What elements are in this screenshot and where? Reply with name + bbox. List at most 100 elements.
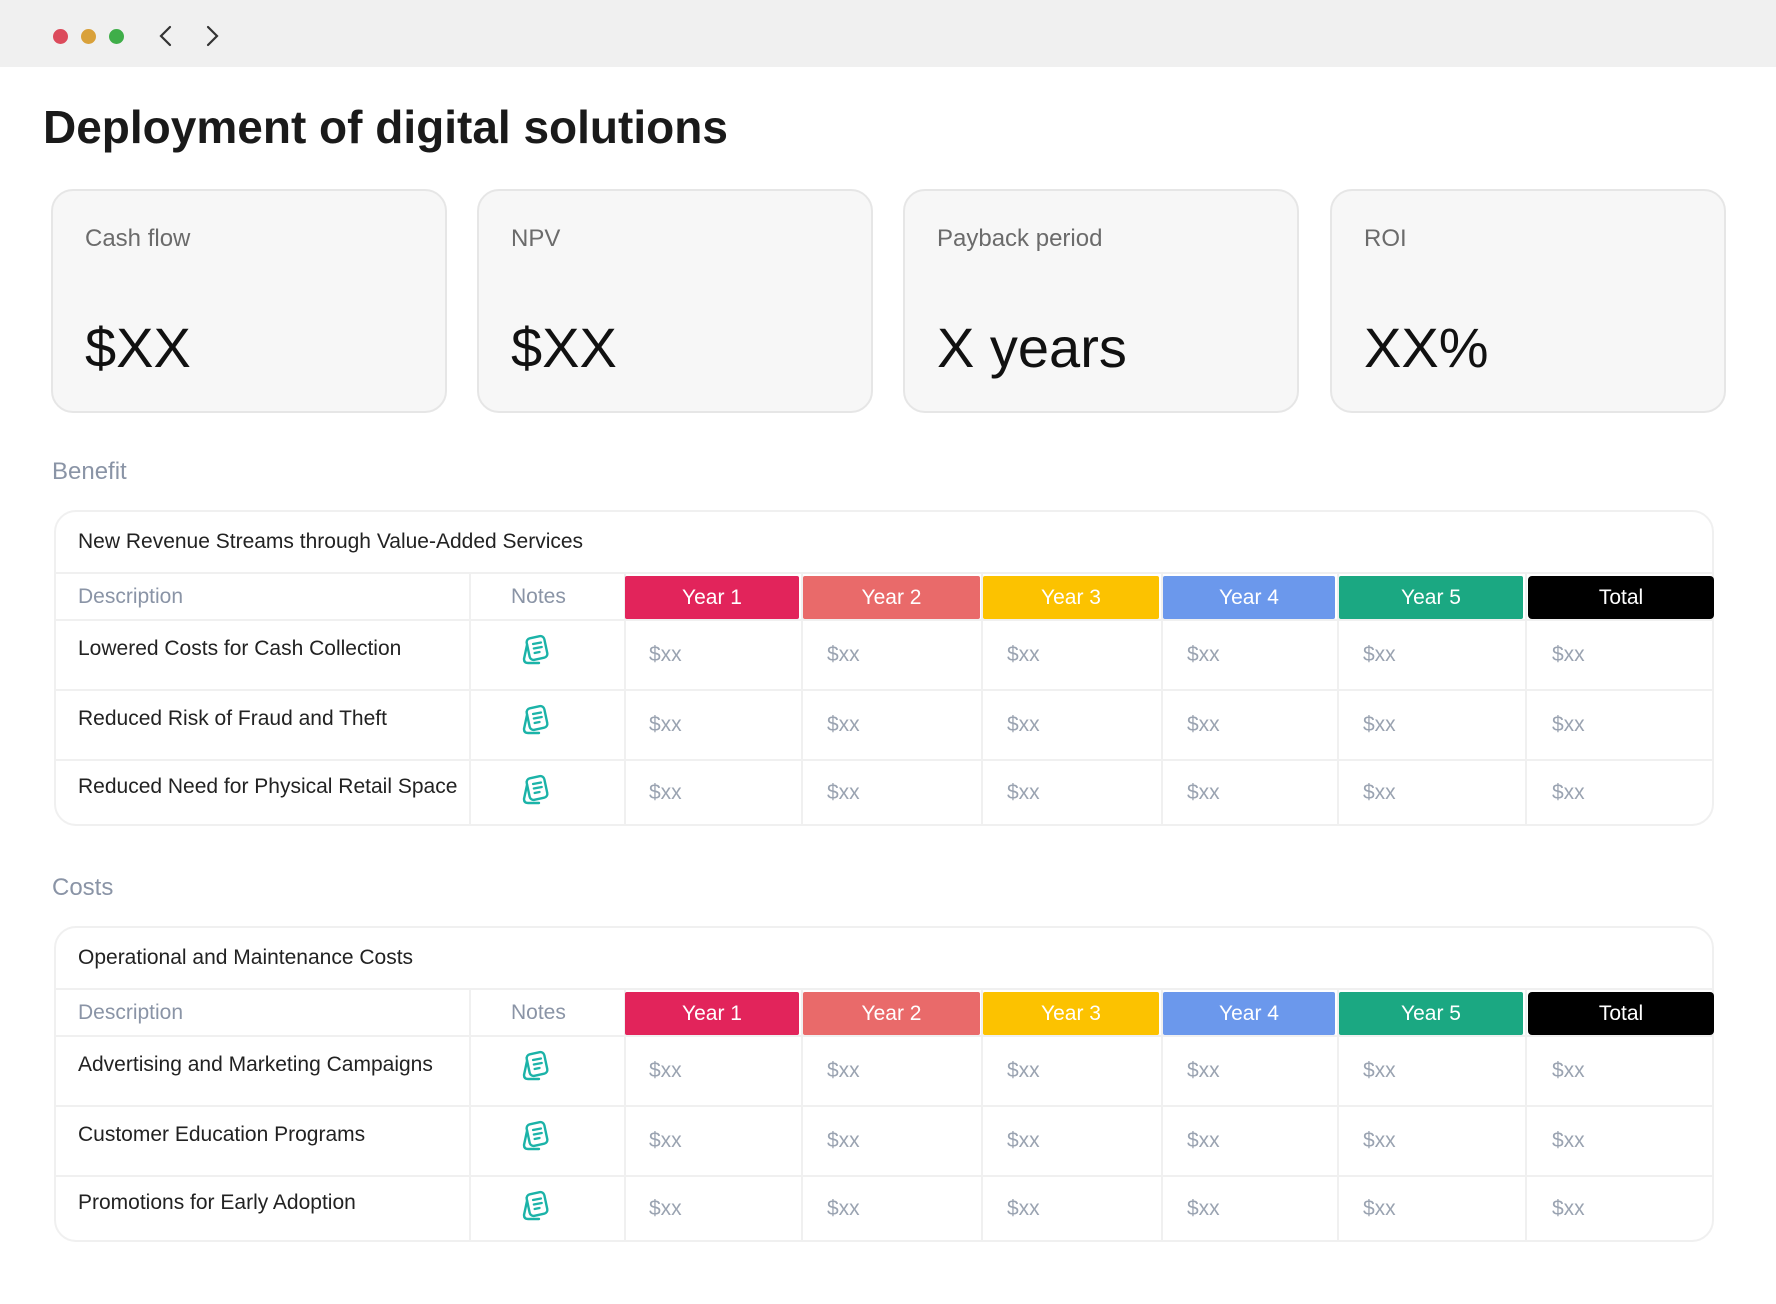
metric-label: Payback period xyxy=(937,225,1103,252)
nav-arrows[interactable] xyxy=(155,24,225,48)
row-divider xyxy=(56,689,1712,691)
value-cell: $xx xyxy=(1363,781,1396,804)
value-cell: $xx xyxy=(1187,643,1220,666)
row-description: Customer Education Programs xyxy=(78,1123,366,1146)
value-cell: $xx xyxy=(827,1129,860,1152)
metric-card: ROI XX% xyxy=(1330,189,1726,413)
table: New Revenue Streams through Value-Added … xyxy=(54,510,1714,826)
column-header: Year 1 xyxy=(625,576,799,619)
value-cell: $xx xyxy=(827,643,860,666)
value-cell: $xx xyxy=(1552,1197,1585,1220)
column-header: Year 4 xyxy=(1163,992,1335,1035)
metric-label: ROI xyxy=(1364,225,1407,252)
value-cell: $xx xyxy=(1552,781,1585,804)
column-header: Year 2 xyxy=(803,576,980,619)
row-divider xyxy=(56,988,1712,990)
value-cell: $xx xyxy=(1363,1059,1396,1082)
column-divider xyxy=(1161,574,1163,824)
column-header: Description xyxy=(78,1000,184,1024)
column-divider xyxy=(1161,990,1163,1240)
value-cell: $xx xyxy=(1552,1129,1585,1152)
value-cell: $xx xyxy=(1007,1197,1040,1220)
metric-value: $XX xyxy=(85,316,191,379)
column-divider xyxy=(624,574,626,824)
metric-card: NPV $XX xyxy=(477,189,873,413)
value-cell: $xx xyxy=(1552,643,1585,666)
value-cell: $xx xyxy=(1552,713,1585,736)
column-header: Year 3 xyxy=(983,576,1159,619)
column-divider xyxy=(469,574,471,824)
value-cell: $xx xyxy=(827,1059,860,1082)
column-divider xyxy=(1337,990,1339,1240)
notes-icon[interactable] xyxy=(519,700,553,740)
browser-bar xyxy=(0,0,1776,67)
column-header: Total xyxy=(1528,576,1714,619)
notes-icon[interactable] xyxy=(519,770,553,810)
metric-value: $XX xyxy=(511,316,617,379)
metric-value: XX% xyxy=(1364,316,1489,379)
table: Operational and Maintenance Costs Descrip… xyxy=(54,926,1714,1242)
column-header: Description xyxy=(78,584,184,608)
row-description: Lowered Costs for Cash Collection xyxy=(78,637,402,660)
metric-label: Cash flow xyxy=(85,225,191,252)
value-cell: $xx xyxy=(649,1197,682,1220)
value-cell: $xx xyxy=(1007,643,1040,666)
notes-icon[interactable] xyxy=(519,630,553,670)
column-divider xyxy=(624,990,626,1240)
column-header: Notes xyxy=(511,1000,566,1024)
row-divider xyxy=(56,1175,1712,1177)
column-header: Year 4 xyxy=(1163,576,1335,619)
minimize-dot[interactable] xyxy=(81,29,96,44)
value-cell: $xx xyxy=(827,713,860,736)
notes-icon[interactable] xyxy=(519,1186,553,1226)
row-description: Advertising and Marketing Campaigns xyxy=(78,1053,433,1076)
row-divider xyxy=(56,1105,1712,1107)
value-cell: $xx xyxy=(1552,1059,1585,1082)
metric-card: Cash flow $XX xyxy=(51,189,447,413)
metric-label: NPV xyxy=(511,225,561,252)
value-cell: $xx xyxy=(1007,713,1040,736)
page-title: Deployment of digital solutions xyxy=(43,101,728,153)
value-cell: $xx xyxy=(649,1059,682,1082)
column-divider xyxy=(1525,990,1527,1240)
notes-icon[interactable] xyxy=(519,1046,553,1086)
column-divider xyxy=(469,990,471,1240)
value-cell: $xx xyxy=(1363,713,1396,736)
maximize-dot[interactable] xyxy=(109,29,124,44)
column-divider xyxy=(801,990,803,1240)
close-dot[interactable] xyxy=(53,29,68,44)
value-cell: $xx xyxy=(1187,1059,1220,1082)
metric-value: X years xyxy=(937,316,1127,379)
value-cell: $xx xyxy=(649,713,682,736)
column-divider xyxy=(1525,574,1527,824)
notes-icon[interactable] xyxy=(519,1116,553,1156)
column-header: Year 2 xyxy=(803,992,980,1035)
value-cell: $xx xyxy=(649,781,682,804)
value-cell: $xx xyxy=(1187,713,1220,736)
row-description: Reduced Risk of Fraud and Theft xyxy=(78,707,387,730)
column-header: Year 1 xyxy=(625,992,799,1035)
value-cell: $xx xyxy=(649,643,682,666)
section-label: Benefit xyxy=(52,458,127,485)
column-divider xyxy=(1337,574,1339,824)
value-cell: $xx xyxy=(827,781,860,804)
row-divider xyxy=(56,619,1712,621)
value-cell: $xx xyxy=(1187,781,1220,804)
column-header: Year 3 xyxy=(983,992,1159,1035)
column-divider xyxy=(981,990,983,1240)
row-divider xyxy=(56,759,1712,761)
table-title: New Revenue Streams through Value-Added … xyxy=(78,530,584,553)
value-cell: $xx xyxy=(827,1197,860,1220)
row-divider xyxy=(56,1035,1712,1037)
column-header: Year 5 xyxy=(1339,576,1523,619)
column-divider xyxy=(801,574,803,824)
row-divider xyxy=(56,572,1712,574)
value-cell: $xx xyxy=(1187,1197,1220,1220)
value-cell: $xx xyxy=(1363,643,1396,666)
value-cell: $xx xyxy=(1007,781,1040,804)
column-header: Total xyxy=(1528,992,1714,1035)
section-label: Costs xyxy=(52,874,114,901)
row-description: Reduced Need for Physical Retail Space xyxy=(78,775,458,798)
value-cell: $xx xyxy=(1363,1129,1396,1152)
metric-card: Payback period X years xyxy=(903,189,1299,413)
